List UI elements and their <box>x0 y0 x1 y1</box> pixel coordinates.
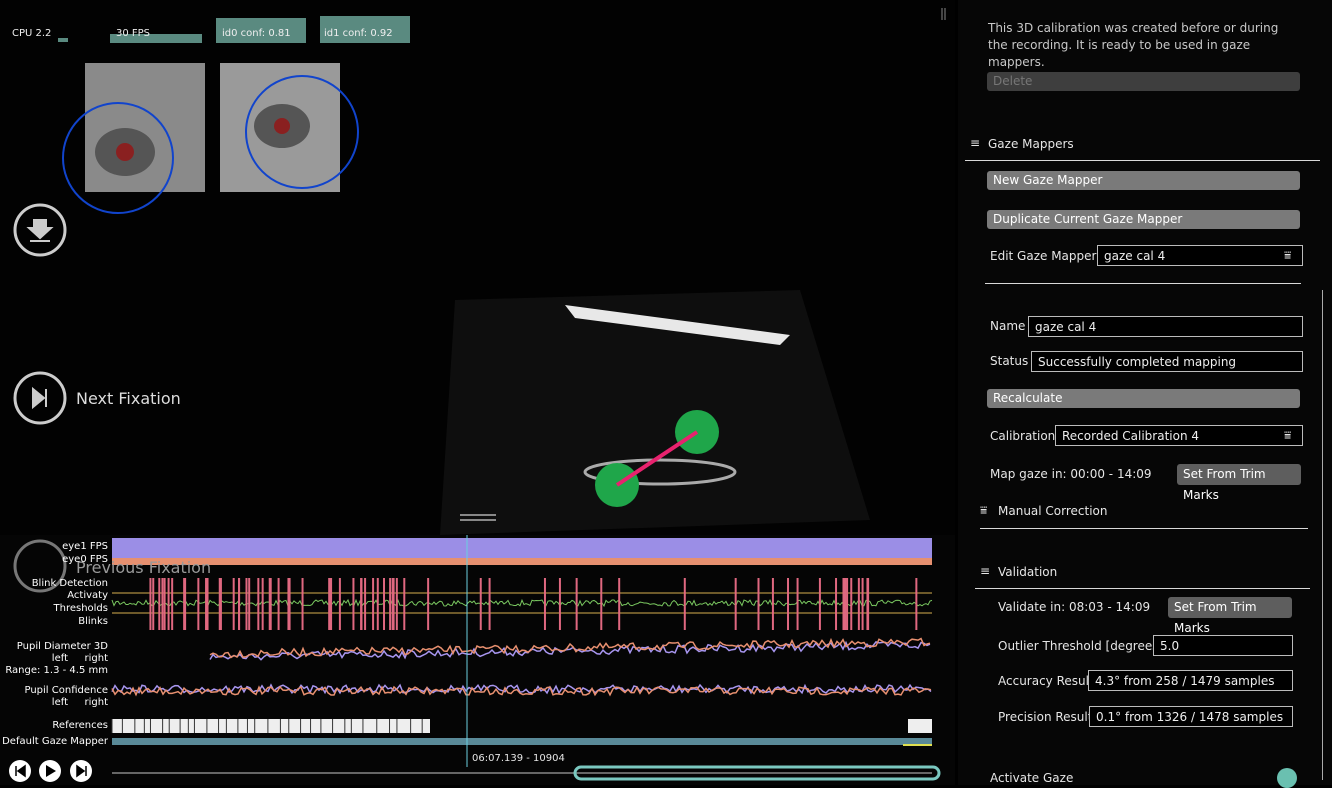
diameter-line <box>209 637 931 659</box>
tl-label: right <box>84 653 109 664</box>
menu-icon[interactable]: ≡ <box>970 136 981 150</box>
tl-label: Default Gaze Mapper <box>2 736 108 747</box>
tl-label: Range: 1.3 - 4.5 mm <box>5 665 108 676</box>
cpu-graph <box>58 38 68 42</box>
field-label: Precision Result <box>998 710 1093 724</box>
mapper-bar <box>112 738 932 745</box>
previous-fixation-label[interactable]: Previous Fixation <box>76 558 212 577</box>
play-icon <box>46 765 56 777</box>
section-title: Validation <box>998 565 1058 579</box>
field-label: Outlier Threshold [degrees] <box>998 639 1164 653</box>
field-label: Accuracy Result <box>998 674 1094 688</box>
tl-label: References <box>52 720 108 731</box>
new-mapper-button[interactable]: New Gaze Mapper <box>987 171 1300 190</box>
calibration-select[interactable]: Recorded Calibration 4 <box>1055 425 1303 446</box>
divider <box>985 283 1301 284</box>
precision-output: 0.1° from 1326 / 1478 samples <box>1089 706 1293 727</box>
cpu-stat: CPU 2.2 <box>12 28 52 39</box>
playhead-time: 06:07.139 - 10904 <box>472 753 565 764</box>
name-input[interactable]: gaze cal 4 <box>1028 316 1303 337</box>
field-label: Edit Gaze Mapper: <box>990 249 1101 263</box>
gaze-line <box>615 430 699 487</box>
section-title: Gaze Mappers <box>988 137 1074 151</box>
duplicate-button[interactable]: Duplicate Current Gaze Mapper <box>987 210 1300 229</box>
field-label: Name <box>990 319 1026 333</box>
diameter-line <box>209 640 931 661</box>
delete-button[interactable]: Delete <box>987 72 1300 91</box>
field-label: Validate in: 08:03 - 14:09 <box>998 600 1151 614</box>
description: This 3D calibration was created before o… <box>988 21 1279 69</box>
pupil <box>274 118 290 134</box>
fps-band <box>112 538 932 558</box>
trim-range <box>573 765 941 781</box>
field-label: Status <box>990 354 1029 368</box>
prev-icon <box>15 764 26 778</box>
next-fixation-button[interactable] <box>13 371 67 425</box>
tl-label: Thresholds <box>53 603 109 614</box>
conf-stat: id0 conf: 0.81 <box>222 28 291 39</box>
conf-graph <box>320 16 410 43</box>
conf-stat: id1 conf: 0.92 <box>324 28 393 39</box>
field-label: Calibration <box>990 429 1056 443</box>
select-arrow: ⩸ <box>1284 248 1292 262</box>
tl-label: right <box>84 697 109 708</box>
next-ring <box>13 371 67 425</box>
light-bar <box>565 305 790 345</box>
ring <box>583 458 737 486</box>
timeline <box>0 535 955 785</box>
tl-label: Pupil Confidence <box>24 685 108 696</box>
download-icon <box>26 219 54 242</box>
eye-model <box>62 102 174 214</box>
mapper-select[interactable]: gaze cal 4 <box>1097 245 1303 266</box>
scrollbar <box>1322 290 1323 780</box>
eye-model <box>245 75 359 189</box>
trim-button[interactable]: Set From Trim Marks <box>1168 597 1292 635</box>
conf-graph <box>216 18 306 43</box>
tl-label: Activaty <box>67 590 108 601</box>
download-ring <box>13 203 67 257</box>
confidence-line <box>111 683 932 695</box>
scene <box>0 0 955 535</box>
field-label: Activate Gaze <box>990 771 1074 785</box>
tl-label: Pupil Diameter 3D <box>16 641 108 652</box>
eye-image <box>85 63 205 192</box>
confidence-line <box>111 685 932 697</box>
tl-label: left <box>51 697 68 708</box>
status-input: Successfully completed mapping <box>1031 351 1303 372</box>
section-title: Manual Correction <box>998 504 1108 518</box>
references <box>908 719 932 733</box>
trim-button[interactable]: Set From Trim Marks <box>1177 464 1301 502</box>
divider <box>980 528 1308 529</box>
divider <box>975 588 1310 589</box>
toggle[interactable] <box>1277 768 1297 788</box>
download-button[interactable] <box>13 203 67 257</box>
menu-icon[interactable]: ≡ <box>980 564 991 578</box>
tl-label: eye0 FPS <box>62 554 108 565</box>
next-icon <box>76 764 87 778</box>
fps-graph <box>110 34 202 43</box>
mapper-range <box>903 744 932 746</box>
divider <box>965 160 1320 161</box>
fps-band <box>112 558 932 565</box>
collapse-icon[interactable]: ⩸ <box>980 503 988 517</box>
tl-label: Blink Detection <box>31 578 108 589</box>
recalculate-button[interactable]: Recalculate <box>987 389 1300 408</box>
references <box>112 719 430 733</box>
field-label: Map gaze in: 00:00 - 14:09 <box>990 467 1152 481</box>
monitor <box>440 290 870 535</box>
next-icon <box>32 386 47 410</box>
fps-stat: 30 FPS <box>116 28 151 39</box>
select-arrow: ⩸ <box>1284 428 1292 442</box>
tl-label: eye1 FPS <box>62 541 108 552</box>
tl-label: Blinks <box>78 616 108 627</box>
next-fixation-label[interactable]: Next Fixation <box>76 389 181 408</box>
pupil <box>116 143 134 161</box>
outlier-input[interactable]: 5.0 <box>1153 635 1293 656</box>
accuracy-output: 4.3° from 258 / 1479 samples <box>1088 670 1293 691</box>
prev-ring <box>13 539 67 593</box>
tl-label: left <box>51 653 68 664</box>
